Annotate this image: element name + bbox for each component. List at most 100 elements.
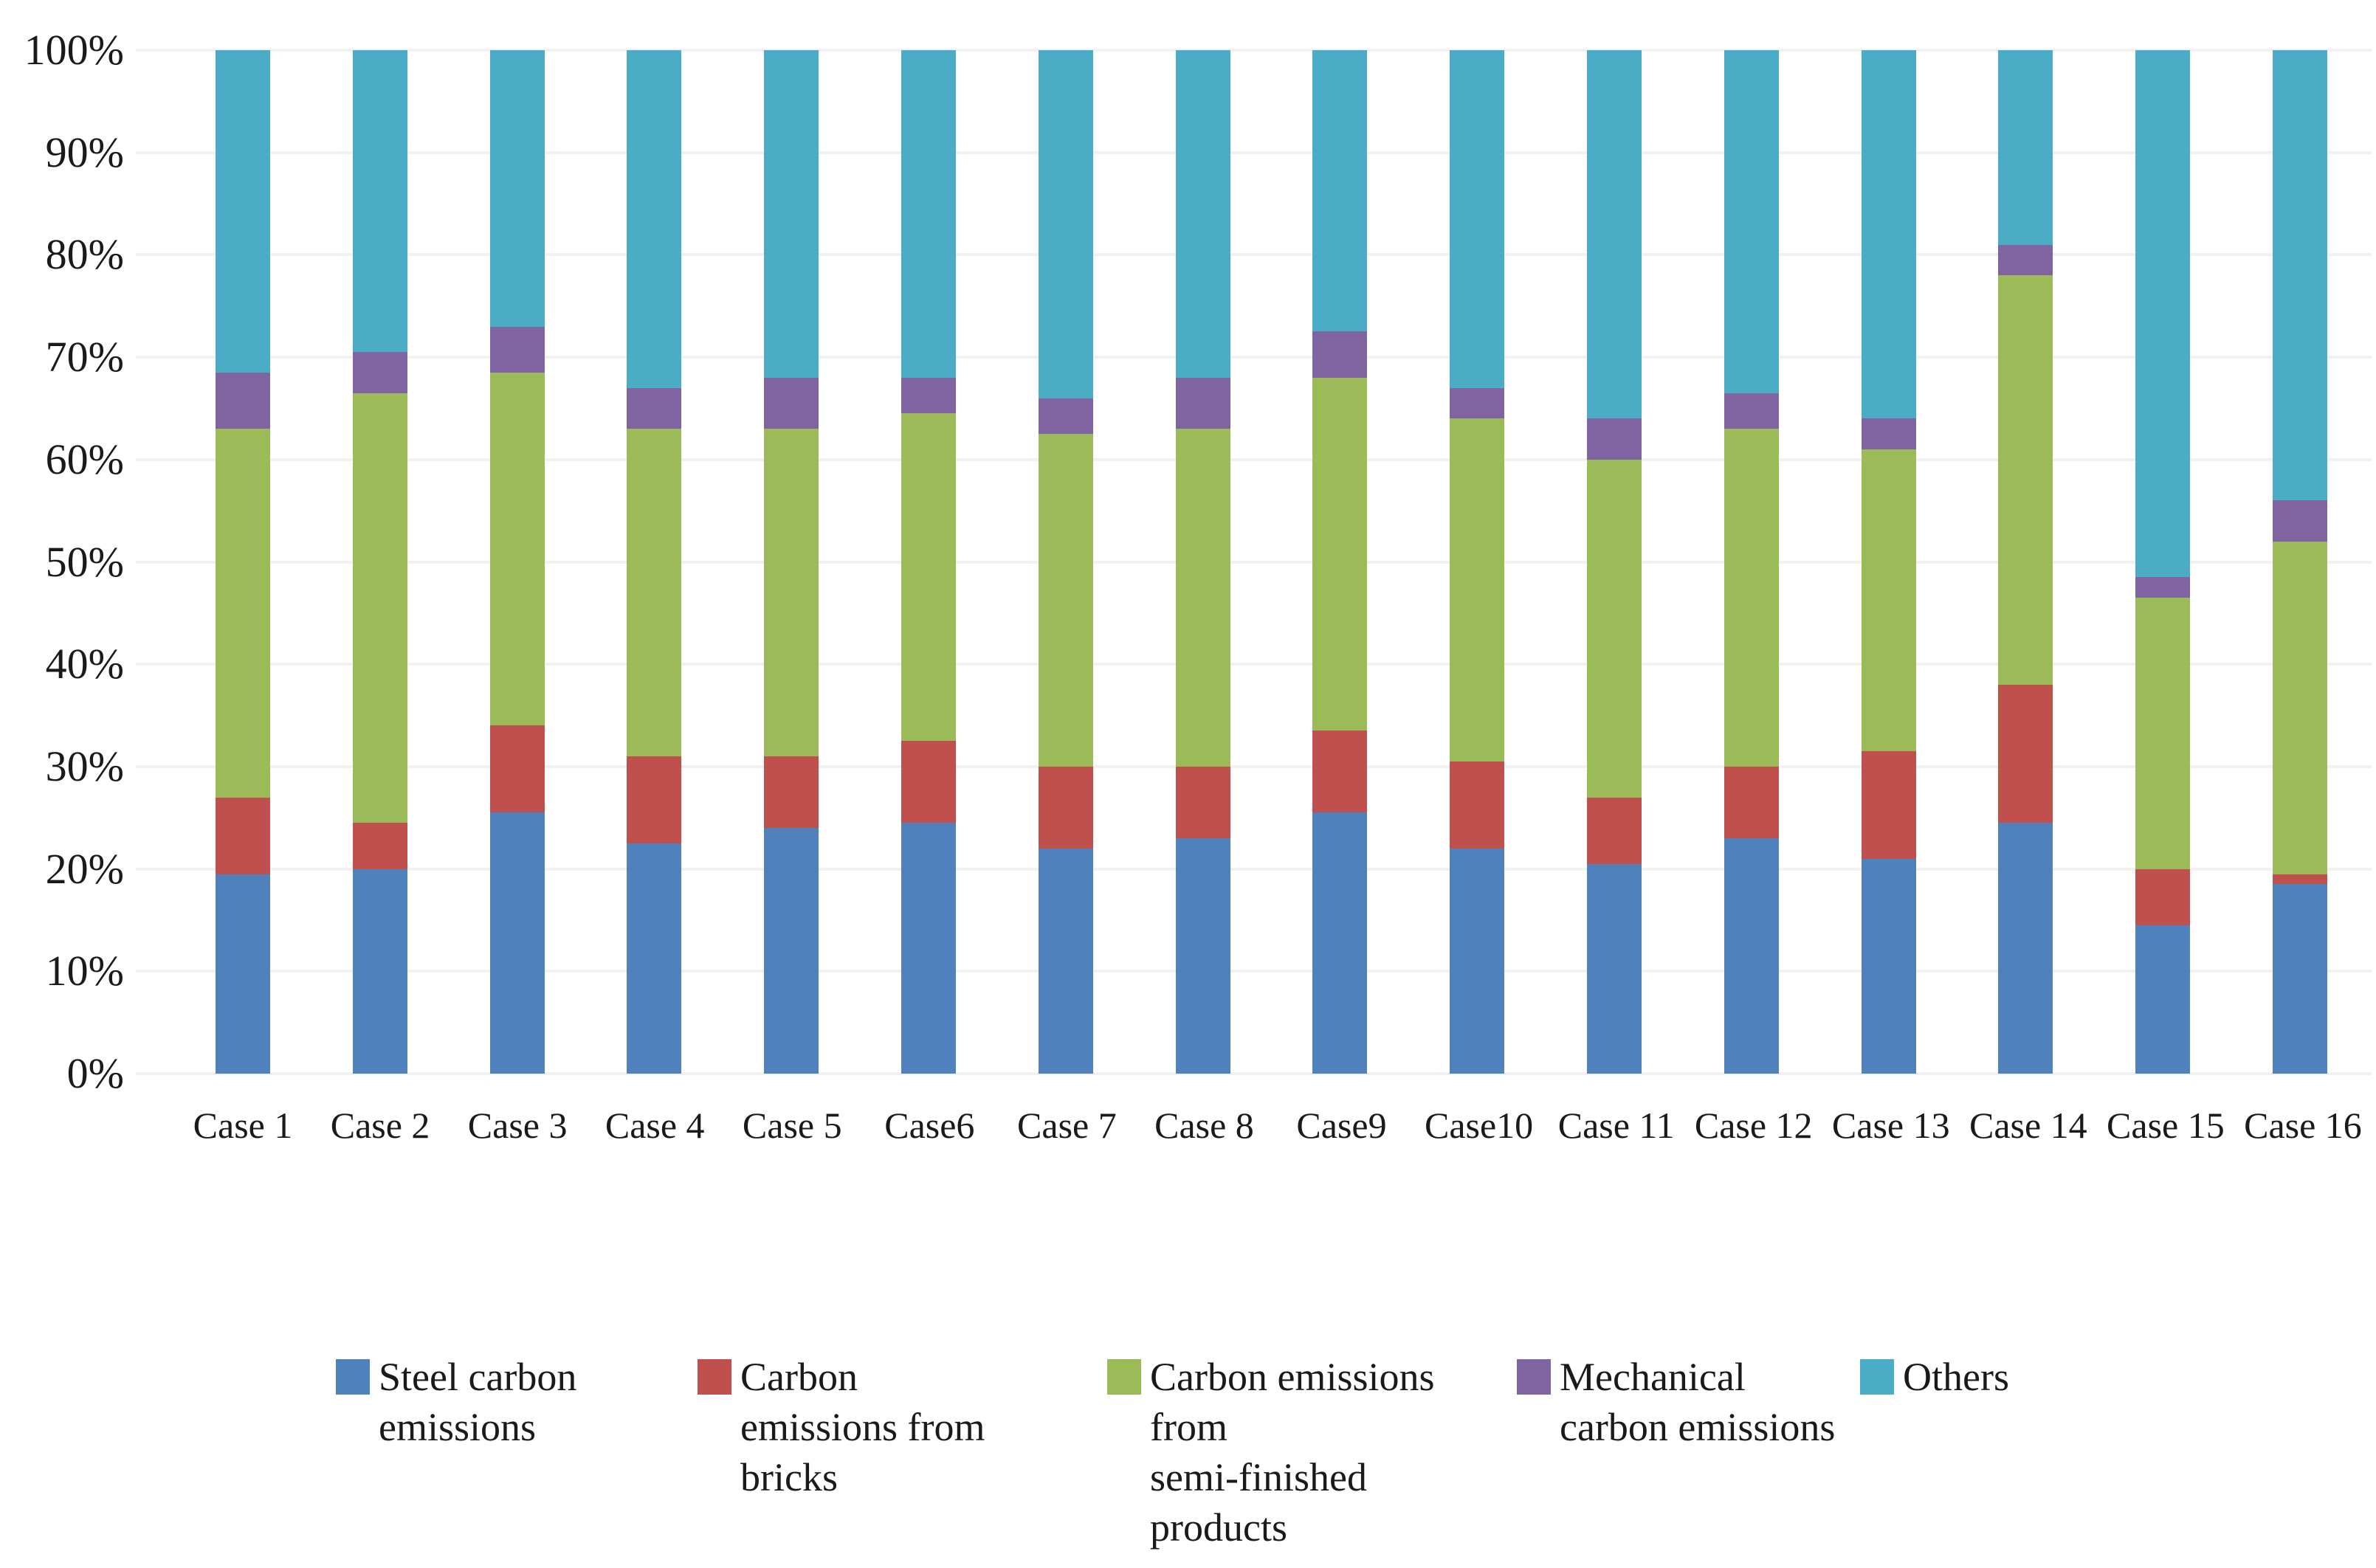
legend-label-mechanical: Mechanical carbon emissions	[1560, 1352, 1835, 1452]
segment-others-case14	[1998, 50, 2053, 245]
segment-mechanical-case10	[1450, 387, 1505, 419]
bar-slot-14	[1957, 50, 2095, 1074]
bar-case10	[1450, 50, 1505, 1074]
segment-others-case10	[1450, 50, 1505, 388]
y-tick-label-90: 90%	[45, 128, 124, 176]
x-tick-label-13: Case 13	[1831, 1105, 1950, 1146]
segment-bricks-case2	[352, 823, 407, 869]
legend-label-line: emissions	[379, 1405, 537, 1449]
bar-slot-4	[585, 50, 723, 1074]
segment-steel-case7	[1038, 848, 1093, 1074]
segment-steel-case5	[764, 828, 819, 1074]
segment-mechanical-case1	[215, 372, 270, 429]
segment-bricks-case7	[1038, 766, 1093, 849]
segment-mechanical-case9	[1312, 331, 1368, 378]
segment-mechanical-case13	[1861, 418, 1916, 449]
legend-swatch-mechanical	[1517, 1359, 1551, 1395]
bar-case6	[901, 50, 956, 1074]
gridline-60	[136, 457, 2372, 461]
segment-bricks-case8	[1175, 766, 1230, 838]
segment-semi-case8	[1175, 429, 1230, 767]
bar-slot-8	[1134, 50, 1272, 1074]
segment-semi-case12	[1724, 429, 1779, 767]
legend-swatch-steel	[336, 1359, 370, 1395]
x-tick-label-1: Case 1	[193, 1105, 293, 1146]
bar-slot-11	[1546, 50, 1683, 1074]
x-tick-label-15: Case 15	[2107, 1105, 2225, 1146]
plot-area	[136, 49, 2372, 1075]
segment-steel-case2	[352, 868, 407, 1074]
x-tick-label-9: Case9	[1296, 1105, 1387, 1146]
segment-steel-case14	[1998, 823, 2053, 1074]
segment-bricks-case11	[1587, 797, 1642, 864]
segment-steel-case9	[1312, 812, 1368, 1074]
bar-case-14	[1998, 50, 2053, 1074]
segment-semi-case6	[901, 413, 956, 742]
segment-mechanical-case11	[1587, 418, 1642, 460]
x-tick-label-6: Case6	[884, 1105, 975, 1146]
bar-slot-3	[449, 50, 586, 1074]
segment-semi-case1	[215, 429, 270, 798]
legend-swatch-bricks	[698, 1359, 731, 1395]
segment-steel-case6	[901, 823, 956, 1074]
segment-steel-case15	[2135, 925, 2191, 1074]
legend-label-line: bricks	[740, 1455, 838, 1499]
bar-case9	[1312, 50, 1368, 1074]
segment-bricks-case5	[764, 756, 819, 829]
segment-bricks-case13	[1861, 751, 1916, 859]
gridline-0	[136, 1072, 2372, 1075]
bar-slot-5	[723, 50, 860, 1074]
legend-label-line: Mechanical	[1560, 1355, 1746, 1399]
segment-mechanical-case15	[2135, 577, 2191, 598]
gridline-70	[136, 356, 2372, 359]
legend-label-line: Others	[1903, 1355, 2009, 1399]
segment-semi-case4	[627, 429, 682, 757]
segment-semi-case5	[764, 429, 819, 757]
segment-steel-case12	[1724, 838, 1779, 1074]
legend-label-line: from	[1150, 1405, 1227, 1449]
x-tick-label-11: Case 11	[1557, 1105, 1675, 1146]
bar-slot-9	[1272, 50, 1409, 1074]
bar-case-15	[2135, 50, 2191, 1074]
segment-steel-case3	[489, 812, 545, 1074]
legend-swatch-others	[1860, 1359, 1894, 1395]
segment-semi-case7	[1038, 434, 1093, 767]
segment-steel-case4	[627, 843, 682, 1074]
bar-case-11	[1587, 50, 1642, 1074]
y-tick-label-30: 30%	[45, 742, 124, 790]
legend-label-line: Carbon emissions	[1150, 1355, 1435, 1399]
y-tick-label-80: 80%	[45, 230, 124, 279]
x-tick-label-7: Case 7	[1017, 1105, 1117, 1146]
bar-case-8	[1175, 50, 1230, 1074]
segment-others-case3	[489, 50, 545, 327]
segment-semi-case2	[352, 393, 407, 823]
bar-case-5	[764, 50, 819, 1074]
x-tick-label-2: Case 2	[330, 1105, 430, 1146]
segment-semi-case13	[1861, 449, 1916, 752]
legend-label-bricks: Carbon emissions from bricks	[740, 1352, 985, 1502]
bar-slot-16	[2231, 50, 2369, 1074]
segment-others-case2	[352, 50, 407, 353]
bar-case-7	[1038, 50, 1093, 1074]
segment-others-case16	[2273, 50, 2328, 501]
legend-label-line: Carbon	[740, 1355, 858, 1399]
x-axis: Case 1 Case 2 Case 3 Case 4 Case 5 Case6 Case …	[174, 1105, 2372, 1145]
segment-semi-case10	[1450, 418, 1505, 761]
segment-mechanical-case7	[1038, 398, 1093, 435]
bar-slot-6	[860, 50, 997, 1074]
segment-bricks-case9	[1312, 731, 1368, 813]
gridline-50	[136, 560, 2372, 564]
bar-case-4	[627, 50, 682, 1074]
x-tick-label-10: Case10	[1424, 1105, 1534, 1146]
bar-slot-10	[1408, 50, 1546, 1074]
bar-case-2	[352, 50, 407, 1074]
segment-mechanical-case16	[2273, 500, 2328, 542]
segment-semi-case11	[1587, 459, 1642, 798]
segment-others-case6	[901, 50, 956, 378]
y-tick-label-10: 10%	[45, 947, 124, 995]
gridline-30	[136, 764, 2372, 768]
y-tick-label-40: 40%	[45, 640, 124, 688]
segment-mechanical-case12	[1724, 393, 1779, 429]
gridline-100	[136, 49, 2372, 52]
bar-case-16	[2273, 50, 2328, 1074]
